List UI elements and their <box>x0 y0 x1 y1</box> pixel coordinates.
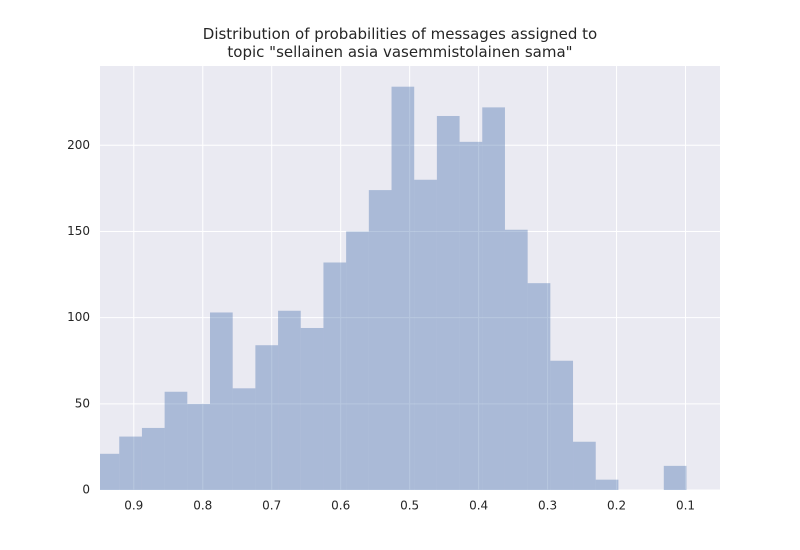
x-tick-label: 0.8 <box>193 499 212 513</box>
x-tick-label: 0.2 <box>607 499 626 513</box>
bar <box>391 86 415 490</box>
y-tick-label: 200 <box>67 138 90 152</box>
bar <box>459 141 483 490</box>
bar <box>436 115 460 490</box>
bar <box>482 107 505 490</box>
x-tick-label: 0.5 <box>400 499 419 513</box>
x-tick-label: 0.3 <box>538 499 557 513</box>
bar <box>504 229 528 490</box>
bar <box>187 403 210 490</box>
bar <box>663 465 687 490</box>
bar <box>119 436 142 490</box>
bar <box>141 427 165 490</box>
x-tick-label: 0.7 <box>262 499 281 513</box>
y-tick-label: 100 <box>67 310 90 324</box>
bar <box>232 388 256 490</box>
bar <box>164 391 188 490</box>
bars <box>100 86 687 490</box>
y-tick-label: 0 <box>82 483 90 497</box>
bar <box>100 453 120 490</box>
y-tick-label: 150 <box>67 224 90 238</box>
bar <box>527 283 551 490</box>
bar <box>595 479 619 490</box>
x-tick-label: 0.4 <box>469 499 488 513</box>
chart-title: Distribution of probabilities of message… <box>202 25 598 61</box>
bar <box>550 360 574 490</box>
bar <box>210 312 233 490</box>
bar <box>278 310 301 490</box>
y-tick-label: 50 <box>75 396 90 410</box>
bar <box>300 327 324 490</box>
x-tick-label: 0.6 <box>331 499 350 513</box>
bar <box>323 262 347 490</box>
bar <box>346 231 369 490</box>
bar <box>255 345 279 490</box>
x-tick-label: 0.9 <box>124 499 143 513</box>
bar <box>573 441 596 490</box>
x-tick-label: 0.1 <box>676 499 695 513</box>
grid <box>100 66 720 491</box>
tick-labels: 0 50 100 150 200 0.9 0.8 0.7 0.6 0.5 0.4 0.3 0.2 0.1 <box>67 138 695 513</box>
bar <box>414 179 437 490</box>
bar <box>368 190 392 490</box>
